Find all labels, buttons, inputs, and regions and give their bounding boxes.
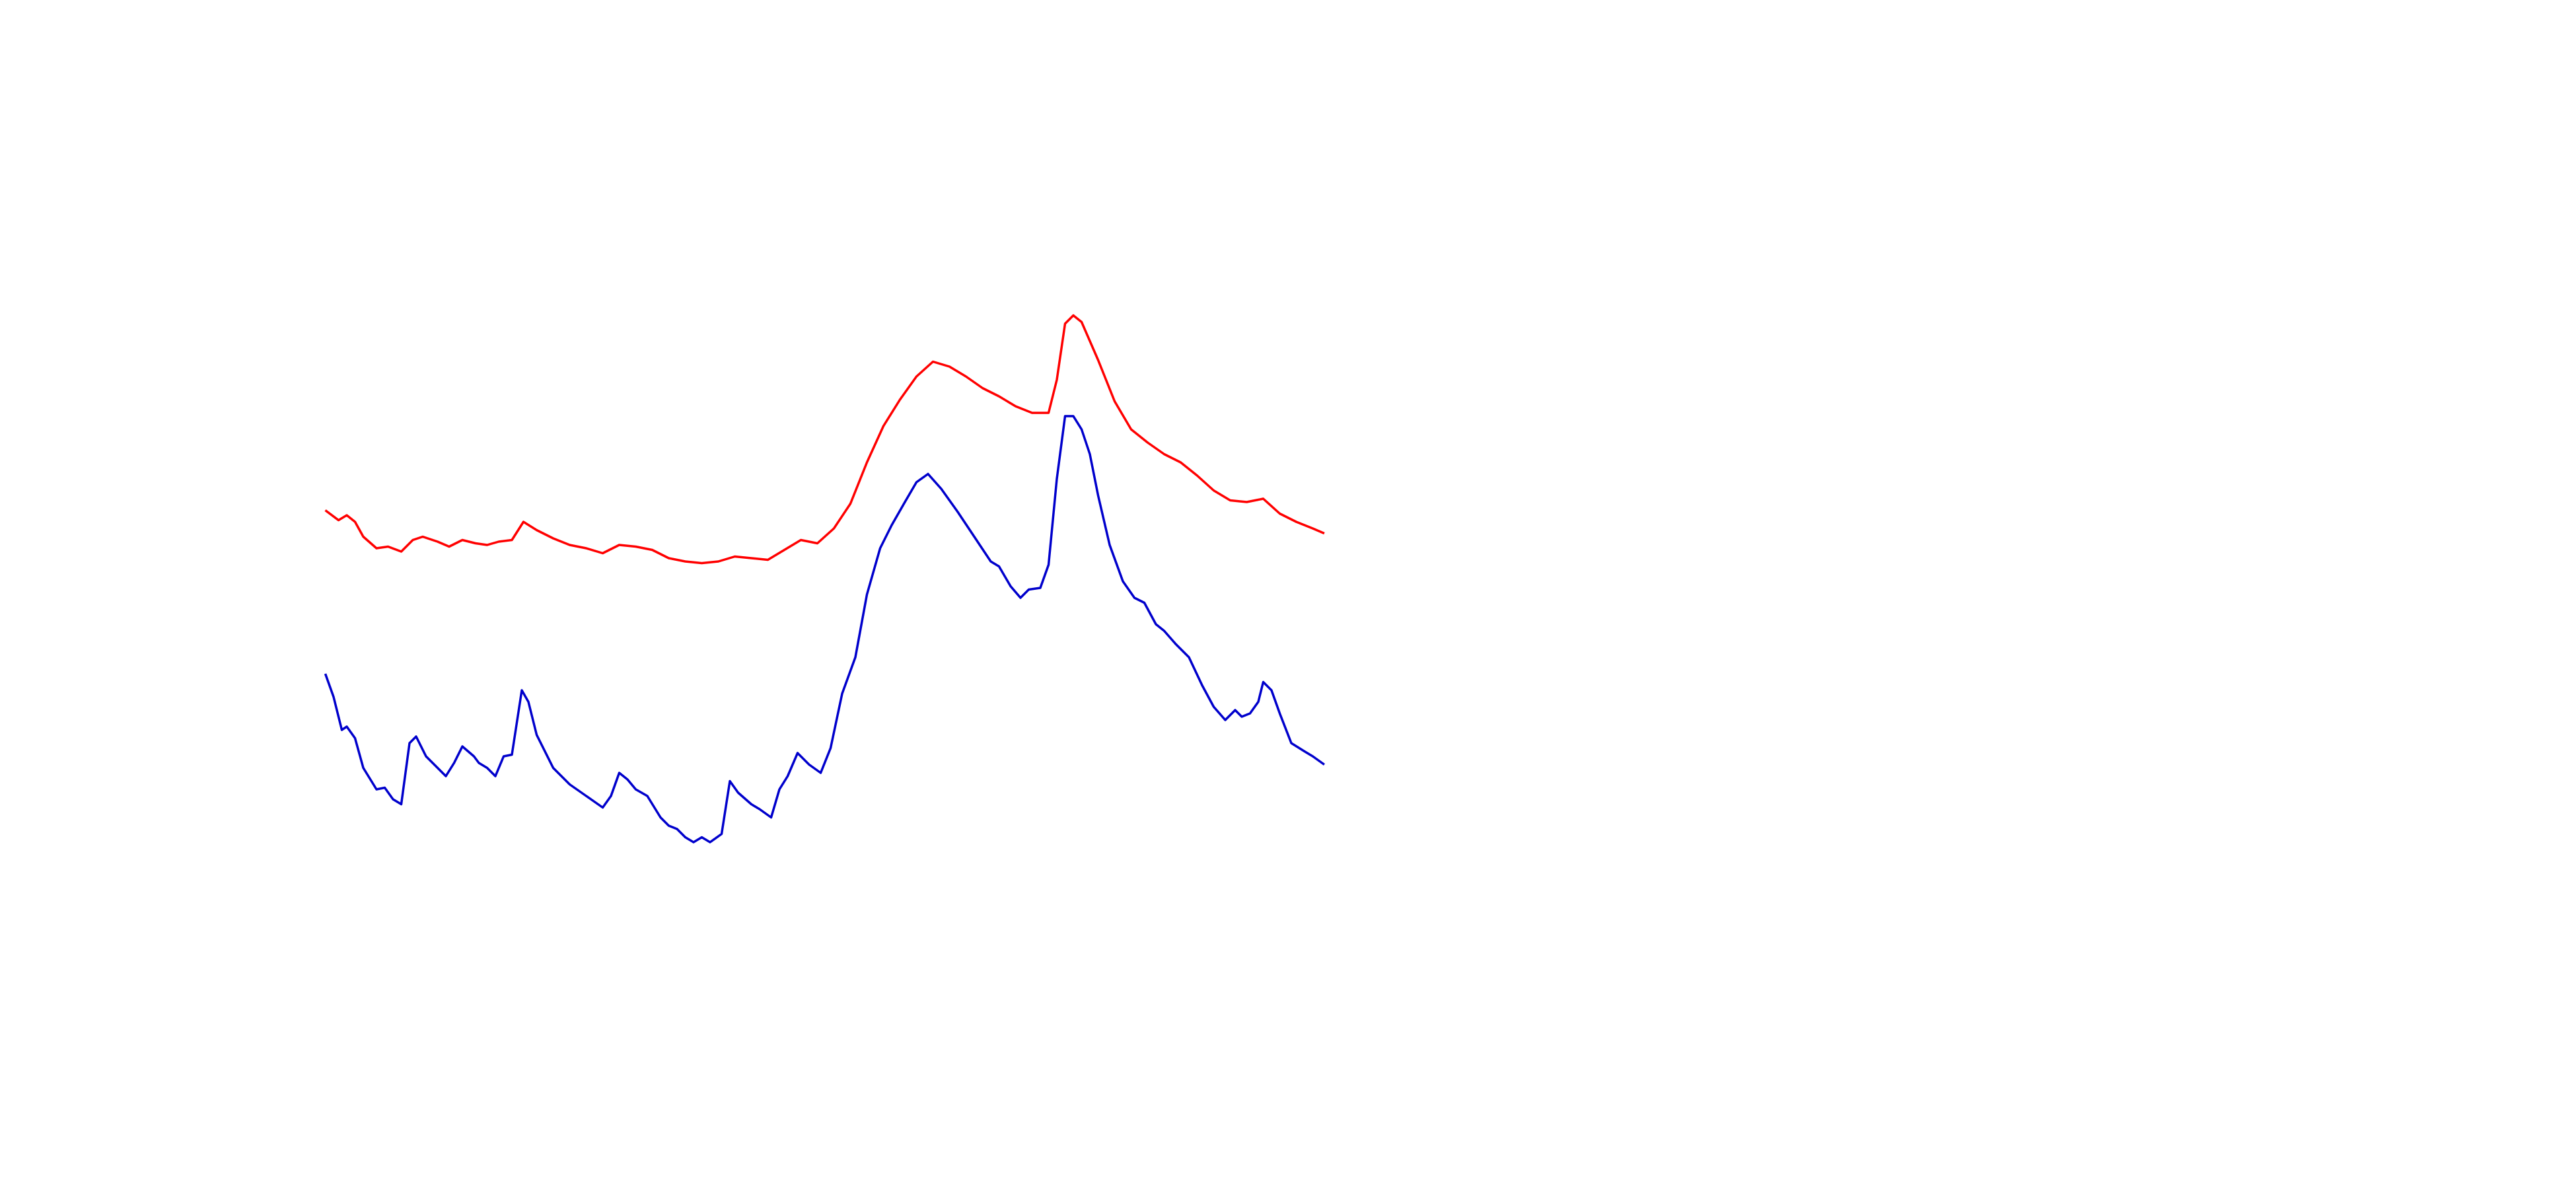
line-series: [324, 314, 1325, 565]
line-series: [324, 415, 1326, 844]
